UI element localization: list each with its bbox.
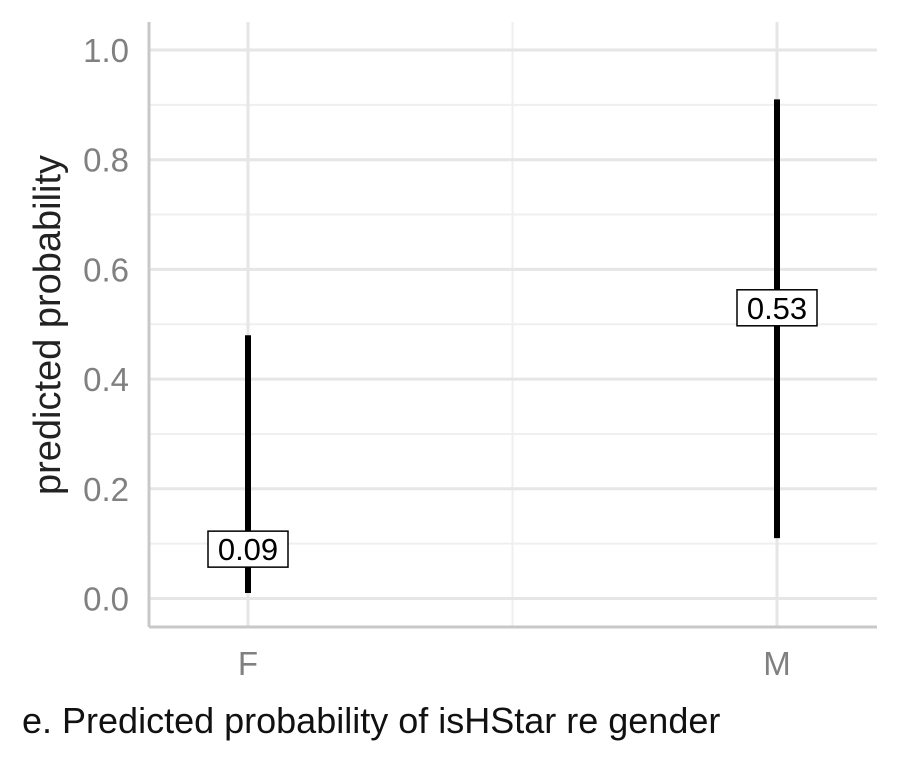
figure-caption: e. Predicted probability of isHStar re g… bbox=[22, 700, 721, 741]
estimate-label-box bbox=[207, 530, 289, 568]
minor-gridlines bbox=[149, 22, 877, 627]
y-tick-label: 0.6 bbox=[83, 251, 129, 288]
estimate-labels: 0.09 0.53 bbox=[207, 289, 818, 568]
x-tick-label: F bbox=[238, 645, 258, 682]
estimate-label-box bbox=[736, 289, 818, 327]
estimate-label-F: 0.09 bbox=[207, 530, 289, 568]
estimate-label-text: 0.53 bbox=[747, 291, 807, 326]
error-bar-chart: 0.0 0.2 0.4 0.6 0.8 1.0 F M 0.09 0.53 predicted … bbox=[27, 22, 877, 682]
y-tick-label: 1.0 bbox=[83, 32, 129, 69]
axes bbox=[147, 22, 877, 629]
y-tick-label: 0.4 bbox=[83, 361, 129, 398]
y-axis-title: predicted probability bbox=[27, 155, 69, 495]
x-tick-label: M bbox=[763, 645, 791, 682]
y-tick-label: 0.2 bbox=[83, 471, 129, 508]
y-tick-label: 0.8 bbox=[83, 142, 129, 179]
y-tick-label: 0.0 bbox=[83, 581, 129, 618]
estimate-label-M: 0.53 bbox=[736, 289, 818, 327]
estimate-label-text: 0.09 bbox=[218, 532, 278, 567]
tick-labels: 0.0 0.2 0.4 0.6 0.8 1.0 F M bbox=[83, 32, 791, 682]
